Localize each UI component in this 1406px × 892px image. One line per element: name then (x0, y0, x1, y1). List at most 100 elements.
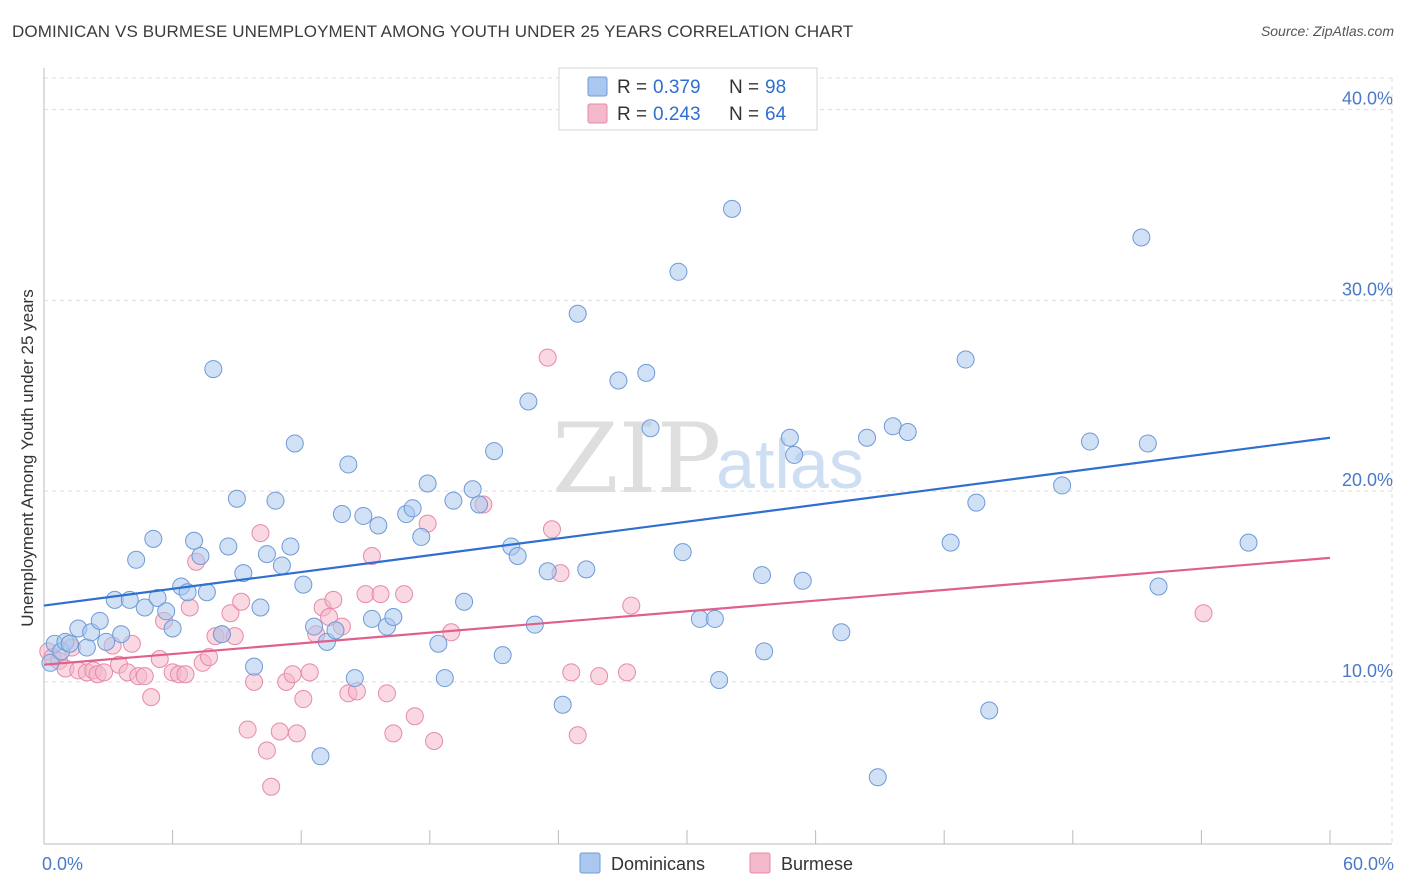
point-dominicans (326, 621, 345, 640)
point-dominicans (369, 516, 388, 535)
point-dominicans (90, 611, 109, 630)
point-dominicans (980, 701, 999, 720)
point-dominicans (1132, 228, 1151, 247)
point-dominicans (362, 609, 381, 628)
y-tick-label-40: 40.0% (1342, 89, 1393, 109)
point-dominicans (60, 634, 79, 653)
point-burmese (300, 663, 319, 682)
point-burmese (324, 590, 343, 609)
point-dominicans (227, 489, 246, 508)
point-dominicans (144, 529, 163, 548)
point-dominicans (311, 747, 330, 766)
point-dominicans (257, 545, 276, 564)
point-burmese (200, 648, 219, 667)
point-dominicans (105, 590, 124, 609)
point-dominicans (234, 564, 253, 583)
point-dominicans (305, 617, 324, 636)
series-burmese-points (39, 348, 1213, 796)
point-burmese (1194, 604, 1213, 623)
point-dominicans (780, 428, 799, 447)
point-dominicans (266, 491, 285, 510)
point-dominicans (429, 634, 448, 653)
legend-swatch-burmese (587, 103, 608, 124)
point-burmese (95, 663, 114, 682)
point-dominicans (1138, 434, 1157, 453)
point-dominicans (723, 199, 742, 218)
point-dominicans (435, 669, 454, 688)
point-dominicans (403, 499, 422, 518)
point-dominicans (858, 428, 877, 447)
point-dominicans (191, 546, 210, 565)
point-dominicans (157, 602, 176, 621)
point-dominicans (941, 533, 960, 552)
point-dominicans (219, 537, 238, 556)
point-dominicans (690, 609, 709, 628)
y-tick-label-10: 10.0% (1342, 661, 1393, 681)
point-burmese (617, 663, 636, 682)
point-burmese (176, 665, 195, 684)
point-burmese (562, 663, 581, 682)
point-dominicans (609, 371, 628, 390)
point-dominicans (1239, 533, 1258, 552)
bottom-legend: Dominicans Burmese (579, 852, 853, 874)
point-dominicans (705, 609, 724, 628)
point-dominicans (883, 417, 902, 436)
series-dominicans-points (41, 199, 1258, 787)
y-axis-label: Unemployment Among Youth under 25 years (18, 289, 37, 626)
point-burmese (371, 585, 390, 604)
point-dominicans (793, 571, 812, 590)
point-dominicans (785, 445, 804, 464)
point-dominicans (148, 588, 167, 607)
point-burmese (542, 520, 561, 539)
point-burmese (384, 724, 403, 743)
bottom-legend-swatch-burmese (749, 852, 771, 874)
point-dominicans (444, 491, 463, 510)
point-dominicans (898, 423, 917, 442)
point-dominicans (538, 562, 557, 581)
chart-source: Source: ZipAtlas.com (1260, 23, 1394, 39)
watermark-zip: ZIP (552, 403, 721, 515)
point-burmese (395, 585, 414, 604)
legend-r-value-dominicans: 0.379 (653, 77, 701, 98)
point-burmese (142, 688, 161, 707)
point-dominicans (553, 695, 572, 714)
legend: R = 0.379 N = 98 R = 0.243 N = 64 (558, 67, 818, 131)
point-dominicans (1053, 476, 1072, 495)
point-dominicans (463, 480, 482, 499)
point-dominicans (519, 392, 538, 411)
y-tick-labels: 10.0% 20.0% 30.0% 40.0% (1342, 89, 1393, 681)
point-burmese (283, 665, 302, 684)
point-dominicans (112, 625, 131, 644)
point-dominicans (294, 575, 313, 594)
legend-r-value-burmese: 0.243 (653, 104, 701, 125)
x-tick-label-60: 60.0% (1343, 854, 1394, 874)
point-burmese (356, 585, 375, 604)
point-dominicans (967, 493, 986, 512)
point-burmese (377, 684, 396, 703)
point-dominicans (418, 474, 437, 493)
point-dominicans (135, 598, 154, 617)
bottom-legend-label-dominicans: Dominicans (611, 854, 705, 874)
point-dominicans (384, 608, 403, 627)
point-dominicans (508, 546, 527, 565)
point-burmese (294, 690, 313, 709)
point-dominicans (455, 592, 474, 611)
trend-line-burmese (43, 556, 1331, 666)
point-dominicans (245, 657, 264, 676)
point-dominicans (832, 623, 851, 642)
legend-r-label-dominicans: R = (617, 77, 647, 98)
point-burmese (425, 732, 444, 751)
point-burmese (245, 672, 264, 691)
point-dominicans (710, 670, 729, 689)
point-dominicans (354, 506, 373, 525)
point-burmese (287, 724, 306, 743)
point-dominicans (868, 768, 887, 787)
x-tick-label-0: 0.0% (42, 854, 83, 874)
point-burmese (221, 604, 240, 623)
x-axis-ticks (172, 830, 1331, 844)
legend-swatch-dominicans (587, 76, 608, 97)
point-burmese (262, 777, 281, 796)
point-burmese (362, 546, 381, 565)
point-dominicans (163, 619, 182, 638)
